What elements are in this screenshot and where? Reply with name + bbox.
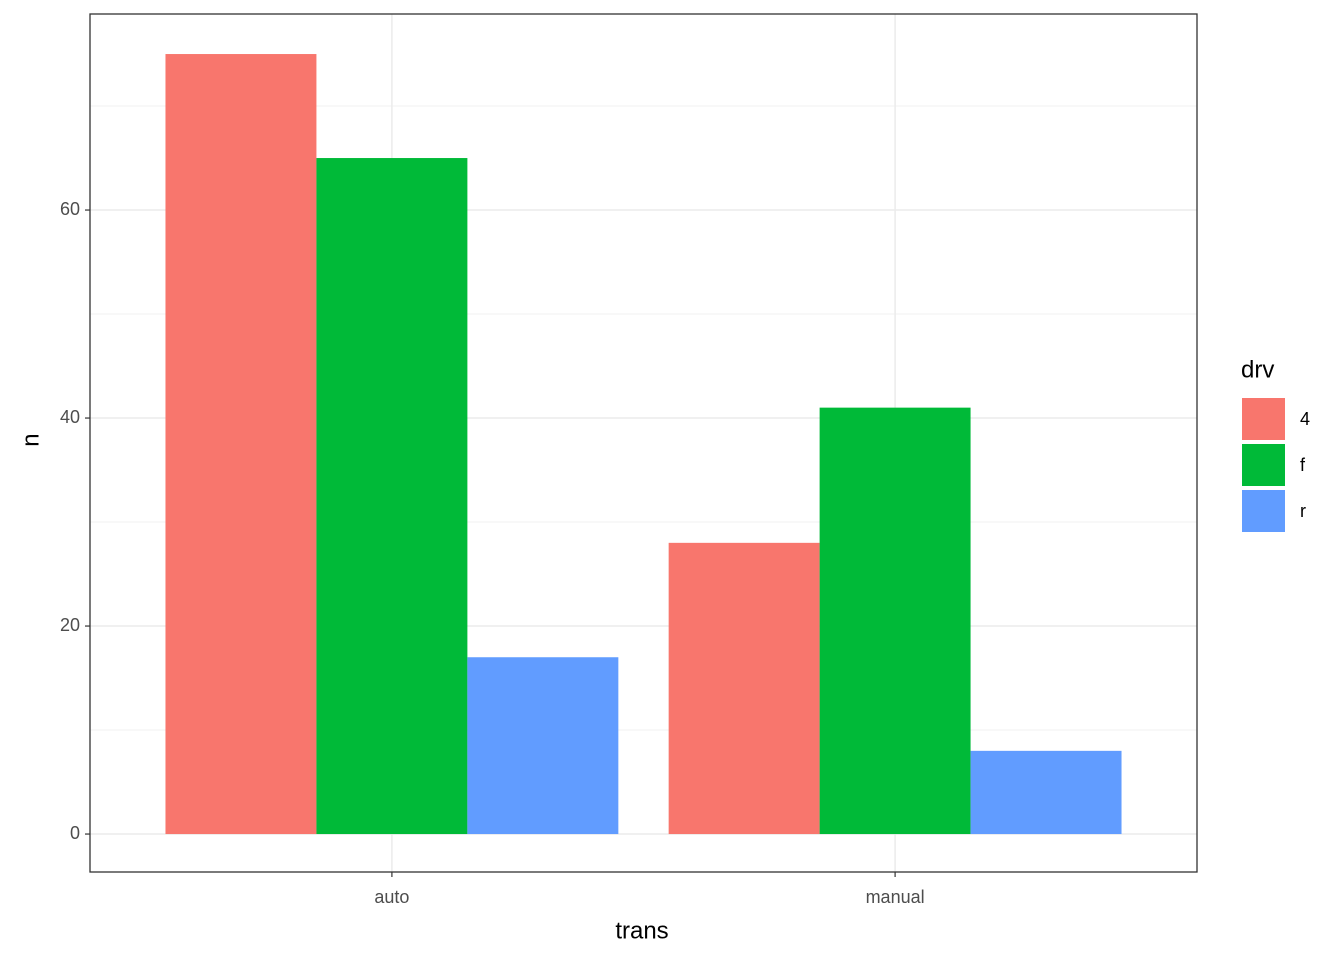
bar: [165, 54, 317, 835]
legend-key: [1242, 490, 1285, 532]
x-tick-label: manual: [866, 887, 925, 907]
legend-label: f: [1300, 455, 1306, 475]
legend-key: [1242, 444, 1285, 486]
bar: [819, 407, 971, 835]
bar: [970, 750, 1122, 835]
legend-title: drv: [1241, 356, 1274, 383]
bar: [467, 657, 619, 835]
x-tick-label: auto: [374, 887, 409, 907]
y-tick-label: 20: [60, 615, 80, 635]
y-axis-label: n: [17, 433, 44, 446]
bar: [316, 158, 468, 835]
legend-key: [1242, 398, 1285, 440]
legend-label: r: [1300, 501, 1306, 521]
y-tick-label: 0: [70, 823, 80, 843]
legend-label: 4: [1300, 409, 1310, 429]
x-axis-label: trans: [615, 917, 668, 944]
bar: [668, 542, 820, 835]
panel-border: [89, 13, 1198, 873]
y-tick-label: 60: [60, 199, 80, 219]
y-tick-label: 40: [60, 407, 80, 427]
